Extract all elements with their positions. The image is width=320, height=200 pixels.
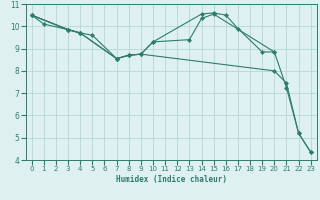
X-axis label: Humidex (Indice chaleur): Humidex (Indice chaleur)	[116, 175, 227, 184]
